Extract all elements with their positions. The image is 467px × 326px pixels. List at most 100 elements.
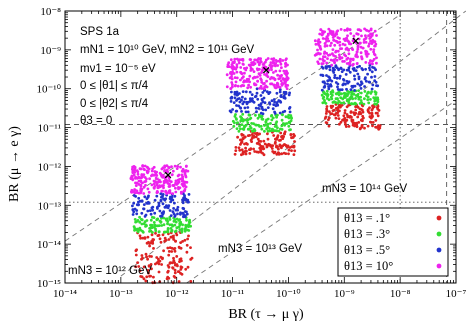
scatter-point — [179, 268, 183, 271]
scatter-point — [138, 269, 142, 273]
scatter-point — [368, 61, 371, 65]
scatter-point — [342, 37, 346, 41]
scatter-point — [255, 150, 259, 154]
scatter-point — [152, 247, 155, 250]
scatter-point — [231, 83, 234, 86]
scatter-point — [264, 108, 268, 112]
scatter-point — [329, 83, 332, 87]
scatter-point — [160, 263, 164, 266]
scatter-point — [256, 79, 260, 83]
scatter-point — [285, 70, 289, 74]
scatter-point — [274, 62, 277, 65]
scatter-point — [253, 150, 257, 153]
scatter-point — [293, 149, 297, 153]
scatter-point — [269, 77, 272, 81]
scatter-point — [232, 101, 236, 104]
scatter-point — [321, 62, 325, 65]
scatter-point — [251, 76, 255, 80]
scatter-point — [146, 187, 150, 191]
scatter-point — [325, 39, 328, 43]
scatter-point — [172, 183, 176, 187]
scatter-point — [186, 198, 190, 202]
scatter-point — [241, 95, 244, 99]
scatter-point — [189, 280, 193, 283]
scatter-point — [141, 165, 145, 168]
scatter-point — [133, 188, 137, 192]
scatter-point — [248, 80, 252, 84]
scatter-point — [244, 152, 248, 156]
scatter-point — [249, 63, 253, 67]
scatter-point — [366, 95, 370, 99]
scatter-point — [339, 67, 343, 70]
scatter-point — [330, 106, 333, 109]
scatter-point — [326, 65, 330, 68]
scatter-point — [170, 197, 173, 201]
scatter-point — [264, 84, 268, 88]
scatter-point — [172, 256, 175, 260]
scatter-point — [235, 127, 239, 130]
scatter-point — [176, 205, 180, 209]
scatter-point — [166, 270, 170, 274]
legend-label-2: θ13 = .5° — [344, 243, 390, 257]
scatter-point — [249, 126, 253, 130]
scatter-point — [229, 58, 233, 62]
scatter-point — [145, 201, 149, 205]
scatter-point — [174, 239, 178, 243]
scatter-point — [160, 189, 164, 193]
scatter-point — [149, 218, 153, 222]
scatter-point — [252, 63, 255, 67]
scatter-point — [143, 236, 147, 240]
scatter-point — [356, 115, 360, 119]
scatter-point — [256, 75, 259, 79]
scatter-point — [321, 80, 325, 84]
scatter-point — [292, 153, 296, 157]
scatter-point — [148, 227, 152, 230]
scatter-point — [228, 109, 232, 113]
scatter-point — [253, 129, 257, 133]
y-tick-label: 10⁻¹¹ — [38, 123, 61, 135]
scatter-point — [344, 54, 348, 58]
scatter-point — [184, 175, 188, 179]
scatter-point — [248, 74, 252, 78]
scatter-point — [238, 106, 242, 109]
scatter-point — [346, 81, 350, 85]
scatter-point — [325, 44, 329, 48]
scatter-point — [166, 191, 169, 195]
scatter-point — [353, 84, 357, 88]
scatter-point — [358, 107, 362, 111]
scatter-point — [255, 110, 258, 114]
scatter-point — [235, 63, 239, 67]
scatter-point — [234, 67, 238, 71]
scatter-point — [176, 212, 179, 216]
scatter-point — [372, 57, 376, 61]
legend-box — [337, 207, 449, 277]
scatter-point — [347, 52, 351, 56]
scatter-point — [240, 110, 243, 113]
scatter-point — [275, 129, 279, 133]
scatter-point — [136, 219, 140, 222]
scatter-point — [151, 205, 155, 209]
scatter-point — [245, 79, 249, 83]
scatter-point — [180, 272, 184, 276]
scatter-point — [320, 93, 324, 97]
scatter-point — [344, 73, 348, 76]
scatter-point — [329, 92, 333, 96]
scatter-point — [337, 67, 341, 71]
scatter-point — [176, 208, 180, 212]
scatter-point — [286, 63, 289, 67]
scatter-point — [270, 82, 274, 86]
scatter-point — [177, 280, 181, 283]
scatter-point — [261, 63, 265, 66]
scatter-point — [275, 91, 279, 95]
scatter-point — [346, 115, 350, 119]
scatter-point — [282, 96, 286, 99]
scatter-point — [356, 55, 359, 59]
scatter-point — [279, 62, 283, 66]
scatter-point — [343, 93, 347, 97]
scatter-point — [230, 81, 234, 84]
scatter-point — [287, 124, 291, 128]
scatter-point — [337, 105, 341, 109]
scatter-point — [150, 183, 154, 187]
scatter-point — [328, 78, 332, 82]
scatter-point — [179, 211, 182, 215]
